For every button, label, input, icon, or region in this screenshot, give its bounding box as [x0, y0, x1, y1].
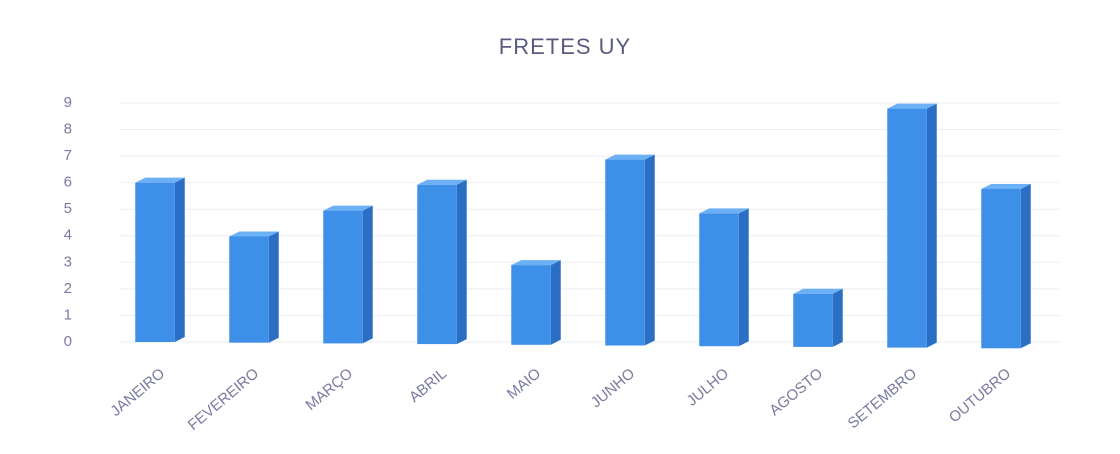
bar-face	[887, 108, 927, 348]
x-tick-label: AGOSTO	[766, 365, 826, 419]
bar	[511, 260, 561, 345]
x-tick-label: JUNHO	[588, 365, 639, 411]
y-tick-label: 2	[64, 280, 72, 297]
bar	[981, 183, 1031, 349]
y-tick-label: 0	[64, 333, 72, 350]
bar	[323, 205, 373, 344]
bar-face	[832, 288, 843, 347]
y-tick-label: 1	[64, 306, 72, 323]
y-tick-label: 9	[64, 94, 72, 111]
x-tick-label: MARÇO	[302, 365, 356, 414]
x-tick-label: ABRIL	[406, 365, 450, 406]
y-tick-label: 3	[64, 253, 72, 270]
bar-face	[699, 208, 749, 214]
bar-face	[135, 182, 175, 342]
bar-face	[268, 231, 279, 343]
x-tick-label: JULHO	[684, 365, 733, 410]
x-tick-label: FEVEREIRO	[185, 365, 262, 434]
bar-face	[362, 205, 373, 344]
x-tick-label: MAIO	[504, 365, 544, 403]
bar-face	[981, 188, 1021, 349]
x-tick-label: OUTUBRO	[946, 365, 1014, 426]
bar-face	[323, 210, 363, 344]
bar-face	[511, 265, 551, 345]
bar-face	[699, 213, 739, 347]
bar-face	[644, 154, 655, 346]
bar-face	[417, 179, 467, 185]
bar-face	[174, 177, 185, 342]
bar	[229, 231, 279, 343]
bar-face	[793, 288, 843, 294]
bar-face	[605, 154, 655, 160]
bar	[135, 177, 185, 342]
y-tick-label: 6	[64, 174, 72, 191]
bar-face	[981, 183, 1031, 189]
bar-face	[550, 260, 561, 345]
y-tick-label: 7	[64, 147, 72, 164]
bar-face	[793, 293, 833, 347]
bar-face	[887, 103, 937, 109]
x-tick-label: JANEIRO	[107, 365, 168, 420]
bar-face	[229, 236, 269, 343]
bar	[699, 208, 749, 347]
bar-face	[323, 205, 373, 211]
bar-face	[135, 177, 185, 183]
chart-title: FRETES UY	[499, 34, 631, 59]
bar	[605, 154, 655, 346]
x-tick-label: SETEMBRO	[845, 365, 920, 432]
bar	[887, 103, 937, 348]
bar-face	[738, 208, 749, 347]
bar-face	[229, 231, 279, 237]
bar-face	[417, 184, 457, 345]
bar-face	[511, 260, 561, 266]
bar	[793, 288, 843, 347]
bar-face	[1020, 183, 1031, 349]
bar-face	[926, 103, 937, 348]
bar-face	[605, 159, 645, 346]
bar	[417, 179, 467, 345]
y-tick-label: 8	[64, 121, 72, 138]
y-tick-label: 5	[64, 200, 72, 217]
y-tick-label: 4	[64, 227, 72, 244]
bar-face	[456, 179, 467, 345]
